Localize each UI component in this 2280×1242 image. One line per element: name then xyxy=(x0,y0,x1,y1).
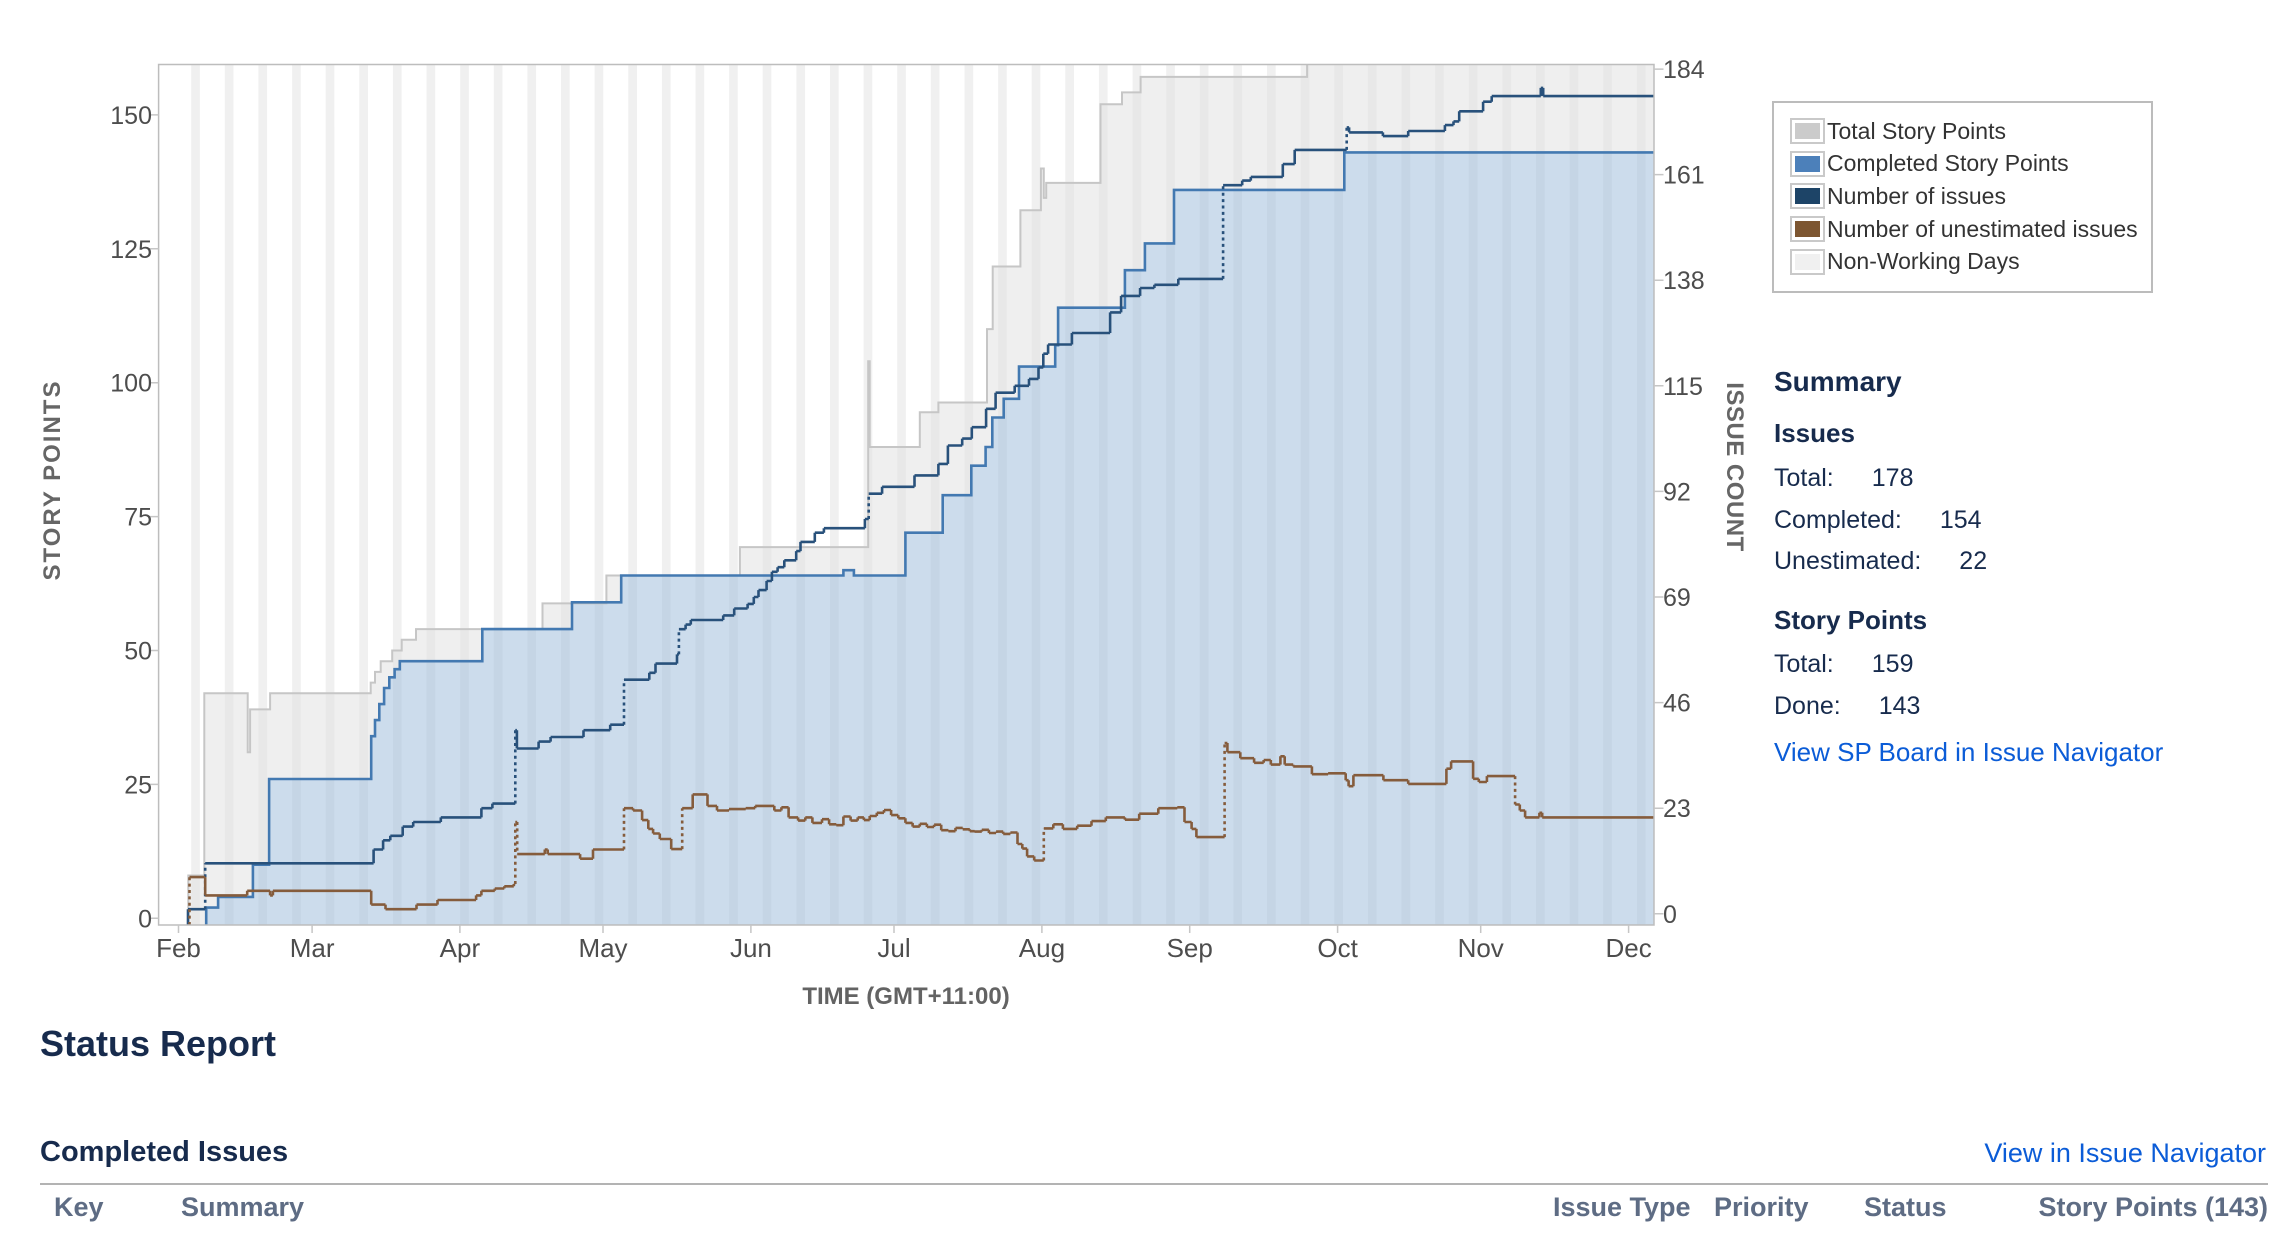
svg-text:Jul: Jul xyxy=(877,933,910,963)
svg-text:0: 0 xyxy=(1663,901,1677,929)
svg-text:125: 125 xyxy=(110,236,152,264)
svg-text:May: May xyxy=(578,933,627,963)
svg-text:TIME (GMT+11:00): TIME (GMT+11:00) xyxy=(802,983,1009,1010)
svg-text:STORY POINTS: STORY POINTS xyxy=(39,380,66,581)
svg-text:25: 25 xyxy=(124,771,152,799)
svg-text:0: 0 xyxy=(138,905,152,933)
svg-text:Oct: Oct xyxy=(1317,933,1358,963)
svg-text:Mar: Mar xyxy=(290,933,335,963)
svg-text:Jun: Jun xyxy=(730,933,772,963)
svg-text:161: 161 xyxy=(1663,162,1705,190)
svg-text:Sep: Sep xyxy=(1167,933,1213,963)
svg-text:115: 115 xyxy=(1663,373,1703,401)
svg-text:Feb: Feb xyxy=(156,933,201,963)
svg-text:184: 184 xyxy=(1663,56,1705,84)
svg-text:46: 46 xyxy=(1663,690,1691,718)
svg-text:ISSUE COUNT: ISSUE COUNT xyxy=(1721,382,1748,552)
svg-text:100: 100 xyxy=(110,370,152,398)
svg-text:Apr: Apr xyxy=(440,933,481,963)
svg-text:Aug: Aug xyxy=(1019,933,1065,963)
svg-text:92: 92 xyxy=(1663,478,1691,506)
svg-text:50: 50 xyxy=(124,638,152,666)
svg-text:69: 69 xyxy=(1663,584,1691,612)
svg-text:150: 150 xyxy=(110,102,152,130)
svg-text:75: 75 xyxy=(124,504,152,532)
svg-text:Dec: Dec xyxy=(1605,933,1651,963)
svg-text:Nov: Nov xyxy=(1458,933,1504,963)
svg-text:23: 23 xyxy=(1663,795,1691,823)
svg-text:138: 138 xyxy=(1663,267,1705,295)
